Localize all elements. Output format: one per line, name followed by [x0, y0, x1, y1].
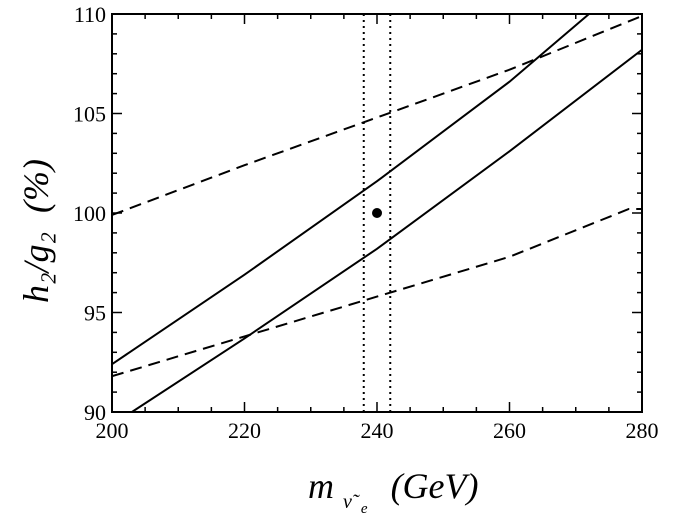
series-3-dashed-line — [112, 15, 642, 216]
y-tick-label: 105 — [73, 102, 106, 127]
axis-ticks — [111, 13, 643, 413]
plot-area — [111, 13, 643, 413]
x-tick-label: 240 — [361, 418, 394, 443]
x-tick-label: 260 — [493, 418, 526, 443]
y-axis-label: h₂/g₂ — [16, 232, 56, 303]
y-axis-title: h₂/g₂ (%) — [16, 159, 56, 303]
x-axis-unit: (GeV) — [391, 466, 479, 506]
y-tick-label: 100 — [73, 201, 106, 226]
y-axis-unit: (%) — [16, 159, 56, 213]
y-tick-label: 95 — [84, 301, 106, 326]
x-tick-label: 220 — [228, 418, 261, 443]
x-axis-subsub: e — [361, 501, 368, 514]
x-axis-sub: ν̃ — [343, 491, 360, 513]
series-4-dashed-line — [112, 208, 642, 378]
series-1-solid-line — [112, 14, 590, 366]
x-axis-label: m — [308, 466, 334, 506]
data-point-1 — [372, 208, 382, 218]
y-tick-label: 90 — [84, 400, 106, 425]
series-2-solid-line — [131, 49, 642, 412]
tick-labels: 200 220 240 260 280 90 95 100 105 110 — [73, 2, 659, 443]
x-tick-label: 280 — [626, 418, 659, 443]
y-tick-label: 110 — [74, 2, 106, 27]
x-tick-label: 200 — [96, 418, 129, 443]
x-axis-title: m ν̃ e (GeV) — [308, 466, 479, 514]
